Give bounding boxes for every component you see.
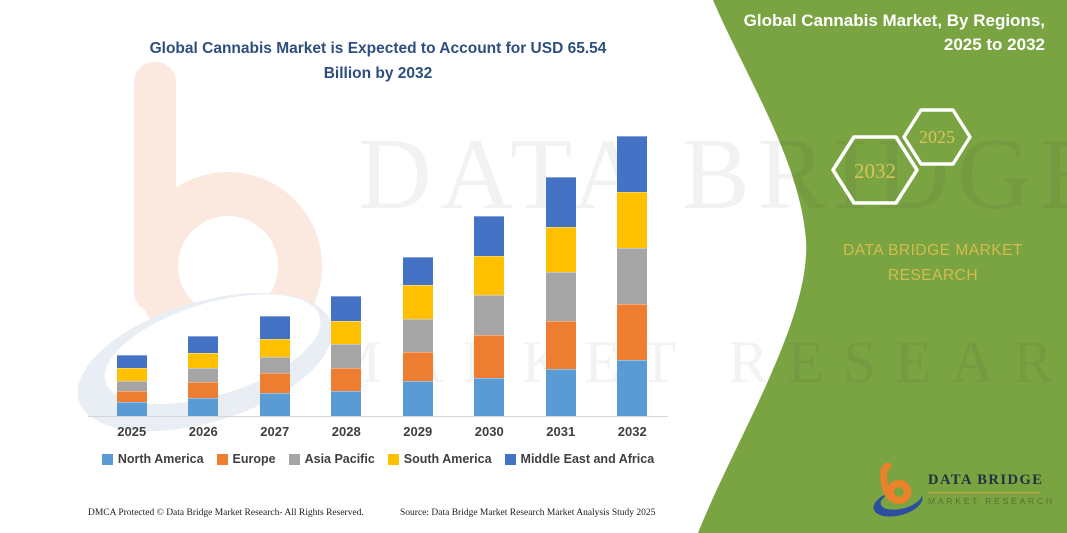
chart-title: Global Cannabis Market is Expected to Ac… bbox=[88, 36, 668, 86]
bar-segment bbox=[116, 390, 147, 403]
bar-segment bbox=[617, 248, 648, 304]
bar-segment bbox=[188, 367, 219, 382]
bar-column-2025 bbox=[96, 130, 168, 416]
stacked-bar-2026 bbox=[188, 335, 219, 416]
bar-segment bbox=[188, 335, 219, 353]
legend-label: Europe bbox=[232, 452, 276, 466]
bar-segment bbox=[188, 352, 219, 368]
bar-segment bbox=[331, 321, 362, 344]
legend-item: Asia Pacific bbox=[288, 452, 375, 466]
bar-segment bbox=[545, 321, 576, 370]
bar-segment bbox=[188, 381, 219, 399]
chart-legend: North America Europe Asia Pacific South Ame… bbox=[88, 452, 668, 466]
bar-segment bbox=[331, 343, 362, 369]
bar-segment bbox=[402, 319, 433, 352]
x-tick-label: 2027 bbox=[260, 424, 290, 439]
x-tick-label: 2026 bbox=[188, 424, 218, 439]
legend-label: South America bbox=[403, 452, 492, 466]
bar-segment bbox=[331, 390, 362, 416]
bar-column-2029 bbox=[382, 130, 454, 416]
bar-segment bbox=[259, 338, 290, 357]
bar-segment bbox=[545, 176, 576, 227]
x-axis-labels: 2025 2026 2027 2028 2029 2030 2031 2032 bbox=[96, 424, 668, 439]
bar-segment bbox=[402, 285, 433, 320]
stacked-bar-2027 bbox=[259, 316, 290, 416]
bar-segment bbox=[617, 303, 648, 361]
stacked-bar-2031 bbox=[545, 176, 576, 416]
legend-item: North America bbox=[101, 452, 204, 466]
legend-item: Europe bbox=[216, 452, 276, 466]
stacked-bar-2032 bbox=[617, 136, 648, 416]
legend-swatch bbox=[504, 453, 516, 465]
bar-segment bbox=[259, 373, 290, 394]
bar-column-2032 bbox=[597, 130, 669, 416]
legend-swatch bbox=[216, 453, 228, 465]
bar-segment bbox=[188, 398, 219, 416]
x-tick-label: 2029 bbox=[403, 424, 433, 439]
bar-segment bbox=[402, 257, 433, 286]
chart-title-line2: Billion by 2032 bbox=[323, 65, 433, 82]
bar-segment bbox=[402, 351, 433, 381]
x-tick-label: 2025 bbox=[117, 424, 147, 439]
bar-segment bbox=[331, 368, 362, 391]
bar-segment bbox=[259, 356, 290, 374]
stacked-bar-2028 bbox=[331, 295, 362, 416]
x-tick-label: 2032 bbox=[617, 424, 647, 439]
x-tick-label: 2028 bbox=[331, 424, 361, 439]
bar-segment bbox=[545, 272, 576, 322]
legend-swatch bbox=[288, 453, 300, 465]
bar-segment bbox=[259, 316, 290, 339]
bar-segment bbox=[545, 226, 576, 273]
legend-item: Middle East and Africa bbox=[504, 452, 655, 466]
x-axis-line bbox=[88, 416, 668, 417]
bar-segment bbox=[116, 402, 147, 416]
x-tick-label: 2031 bbox=[546, 424, 576, 439]
legend-label: North America bbox=[117, 452, 204, 466]
bar-segment bbox=[474, 255, 505, 295]
bar-segment bbox=[617, 360, 648, 416]
bar-segment bbox=[331, 295, 362, 322]
bar-segment bbox=[474, 335, 505, 379]
legend-label: Middle East and Africa bbox=[520, 452, 655, 466]
bar-segment bbox=[617, 136, 648, 192]
bar-column-2026 bbox=[168, 130, 240, 416]
stacked-bar-2025 bbox=[116, 355, 147, 416]
bar-segment bbox=[474, 294, 505, 336]
source-note: Source: Data Bridge Market Research Mark… bbox=[400, 508, 656, 518]
stacked-bar-2030 bbox=[474, 215, 505, 416]
chart-title-line1: Global Cannabis Market is Expected to Ac… bbox=[149, 40, 607, 57]
legend-swatch bbox=[387, 453, 399, 465]
legend-item: South America bbox=[387, 452, 492, 466]
x-tick-label: 2030 bbox=[474, 424, 504, 439]
bar-segment bbox=[116, 380, 147, 391]
bar-segment bbox=[474, 378, 505, 416]
bar-column-2030 bbox=[454, 130, 526, 416]
bar-segment bbox=[116, 367, 147, 381]
bar-column-2031 bbox=[525, 130, 597, 416]
bar-segment bbox=[402, 380, 433, 416]
bar-column-2027 bbox=[239, 130, 311, 416]
bar-segment bbox=[259, 393, 290, 416]
legend-label: Asia Pacific bbox=[304, 452, 375, 466]
dmca-notice: DMCA Protected © Data Bridge Market Rese… bbox=[88, 508, 364, 518]
bar-segment bbox=[545, 369, 576, 416]
stacked-bar-2029 bbox=[402, 257, 433, 416]
bar-segment bbox=[474, 215, 505, 256]
bar-column-2028 bbox=[311, 130, 383, 416]
bar-segment bbox=[116, 355, 147, 368]
plot-area bbox=[96, 130, 668, 416]
legend-swatch bbox=[101, 453, 113, 465]
bar-segment bbox=[617, 191, 648, 249]
